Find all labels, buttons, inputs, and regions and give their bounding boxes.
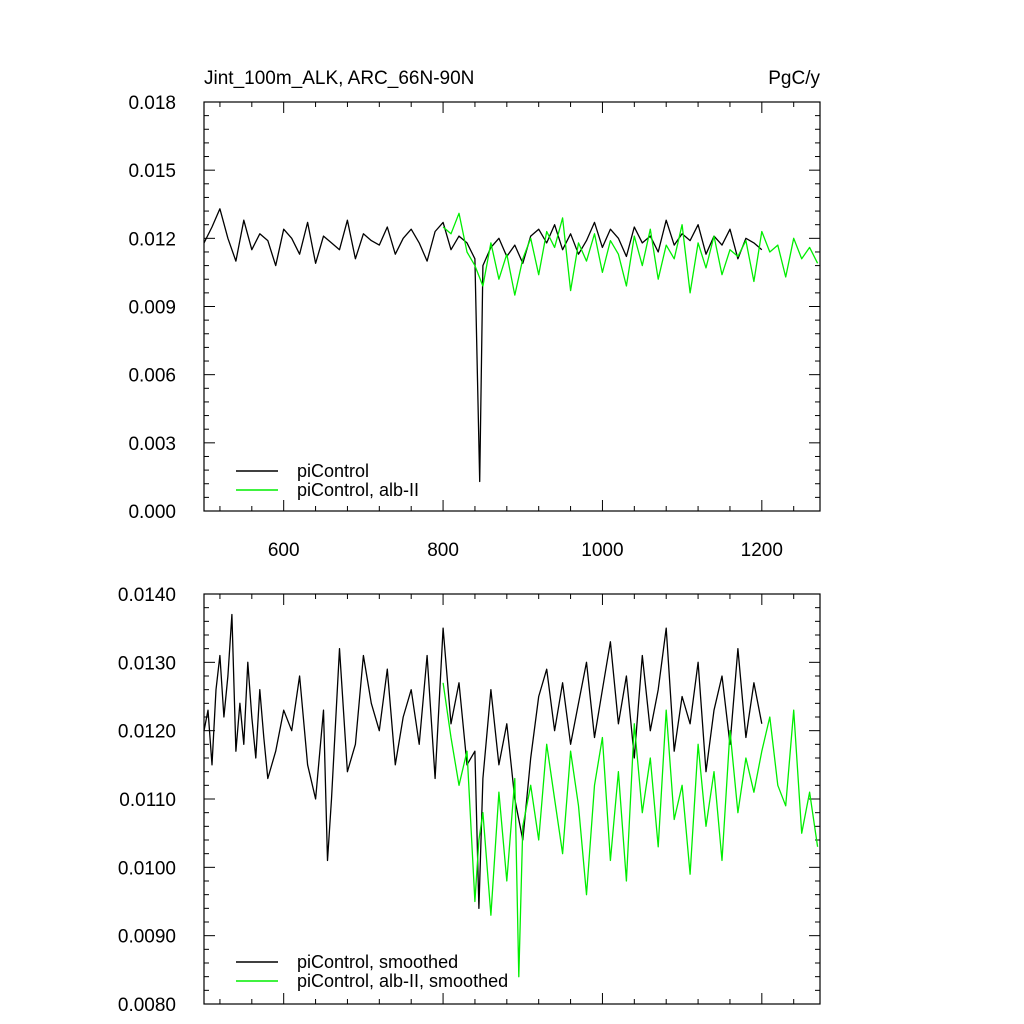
- legend-label-picontrol-smoothed: piControl, smoothed: [297, 952, 458, 972]
- top-panel-axes: 0.000 0.003 0.006 0.009 0.012 0.015 0.018 600 80…: [128, 93, 820, 561]
- top-panel-frame: [203, 101, 821, 512]
- y-tick-label: 0.0090: [118, 927, 176, 948]
- y-tick-label: 0.0120: [118, 722, 176, 743]
- legend-label-picontrol-alb-ii: piControl, alb-II: [297, 480, 419, 500]
- y-tick-label: 0.0080: [118, 995, 176, 1016]
- legend-label-picontrol-alb-ii-smoothed: piControl, alb-II, smoothed: [297, 971, 508, 991]
- y-tick-label: 0.0130: [118, 653, 176, 674]
- bottom-panel-lines: [203, 613, 819, 978]
- bottom-panel-legend: piControl, smoothed piControl, alb-II, s…: [236, 952, 508, 991]
- series-line-picontrol: [203, 208, 763, 483]
- x-tick-label: 800: [427, 540, 459, 561]
- bottom-panel-axes: 0.0080 0.0090 0.0100 0.0110 0.0120 0.0130 0.01…: [118, 585, 820, 1016]
- bottom-panel: 0.0080 0.0090 0.0100 0.0110 0.0120 0.0130 0.01…: [118, 585, 821, 1016]
- y-tick-label: 0.018: [128, 93, 176, 114]
- y-tick-label: 0.000: [128, 502, 176, 523]
- series-line-picontrol-smoothed: [203, 613, 763, 909]
- series-line-picontrol-alb-ii: [442, 212, 819, 296]
- series-line-picontrol-alb-ii-smoothed: [442, 682, 819, 978]
- top-panel: Jint_100m_ALK, ARC_66N-90N PgC/y 0.0000.…: [128, 68, 821, 561]
- y-tick-label: 0.015: [128, 161, 176, 182]
- top-panel-lines: [203, 208, 819, 483]
- top-panel-legend: piControl piControl, alb-II: [236, 461, 419, 500]
- x-tick-label: 1200: [741, 540, 783, 561]
- y-tick-label: 0.012: [128, 229, 176, 250]
- y-tick-label: 0.003: [128, 434, 176, 455]
- bottom-panel-frame: [203, 593, 821, 1005]
- y-tick-label: 0.0140: [118, 585, 176, 606]
- legend-label-picontrol: piControl: [297, 461, 369, 481]
- y-tick-label: 0.0100: [118, 858, 176, 879]
- x-tick-label: 600: [268, 540, 300, 561]
- y-tick-label: 0.0110: [119, 790, 176, 811]
- y-tick-label: 0.006: [128, 366, 176, 387]
- x-tick-label: 1000: [581, 540, 623, 561]
- top-panel-title: Jint_100m_ALK, ARC_66N-90N: [204, 68, 474, 89]
- y-tick-label: 0.009: [128, 298, 176, 319]
- top-panel-units: PgC/y: [768, 68, 820, 89]
